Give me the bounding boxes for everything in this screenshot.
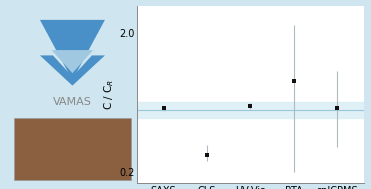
Bar — [14, 118, 131, 180]
Polygon shape — [40, 20, 105, 80]
Polygon shape — [40, 55, 105, 86]
Text: VAMAS: VAMAS — [53, 97, 92, 107]
Bar — [137, 102, 364, 118]
Y-axis label: C / C$_R$: C / C$_R$ — [103, 79, 116, 110]
Polygon shape — [52, 50, 93, 73]
